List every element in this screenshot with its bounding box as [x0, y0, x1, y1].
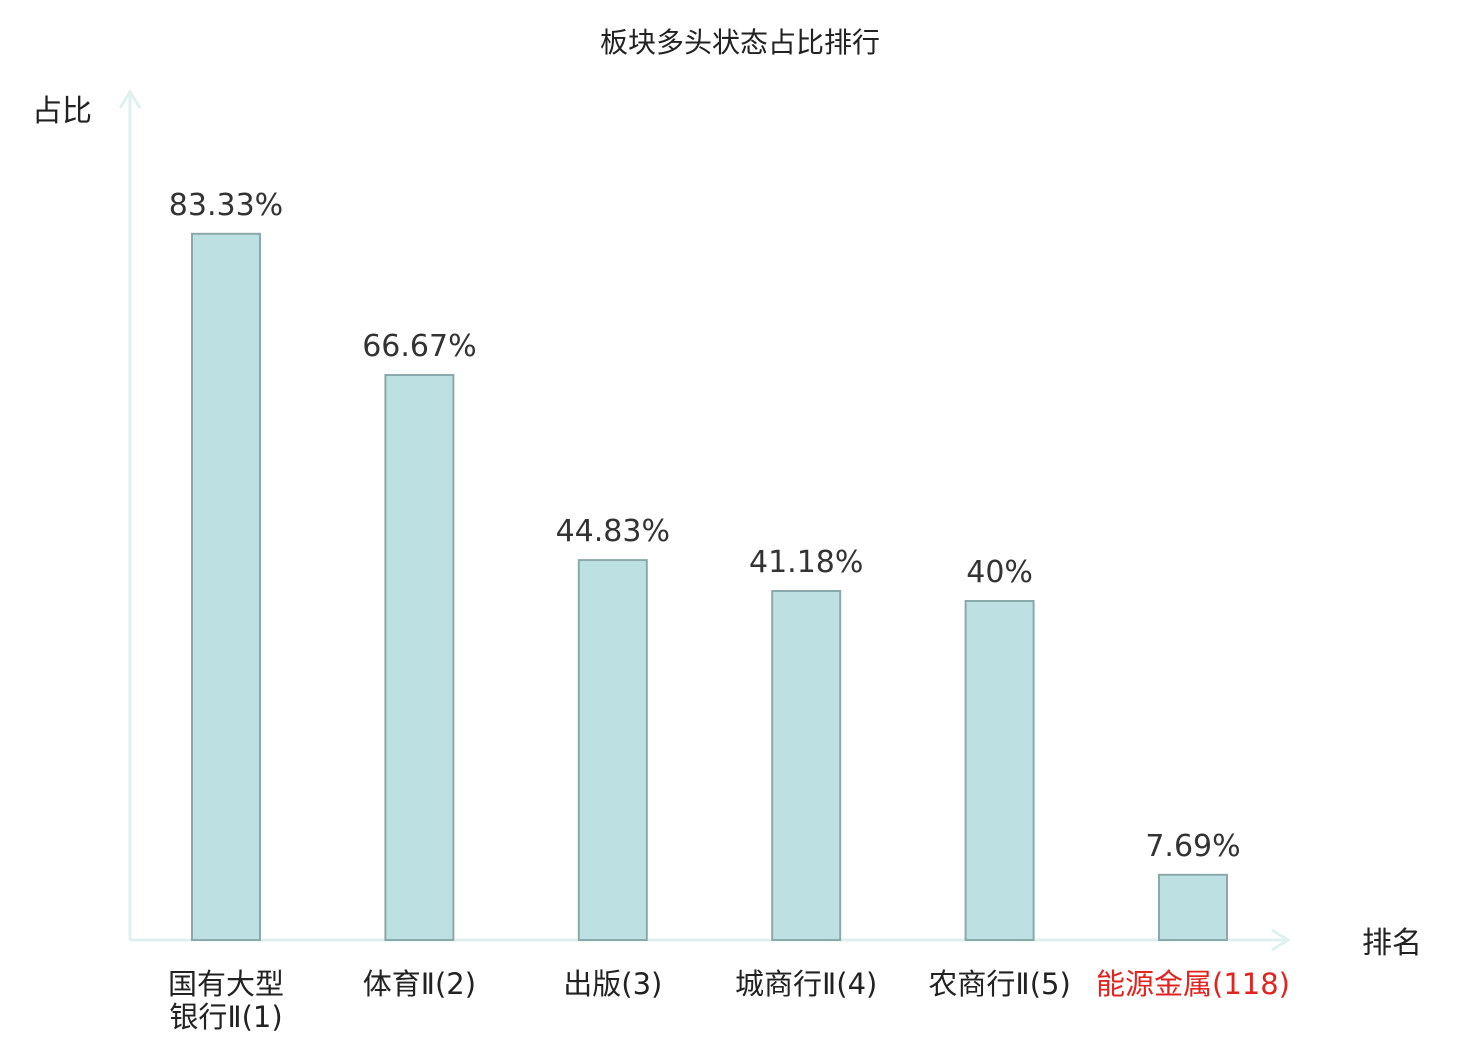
tick-label-line: 出版(3) — [563, 967, 662, 1001]
bar-2 — [384, 374, 455, 941]
x-tick-label-4: 城商行Ⅱ(4) — [735, 967, 877, 1001]
bars-group — [191, 232, 1228, 942]
bar-3 — [577, 559, 648, 941]
value-label-2: 66.67% — [362, 329, 476, 364]
bar-5 — [964, 600, 1035, 941]
x-axis-arrow-icon — [1271, 928, 1291, 952]
x-tick-label-5: 农商行Ⅱ(5) — [928, 967, 1070, 1001]
tick-label-rank: (118) — [1212, 967, 1290, 1001]
x-tick-label-1: 国有大型银行Ⅱ(1) — [168, 967, 284, 1034]
y-axis-arrow-icon — [118, 89, 142, 109]
bar-6 — [1158, 873, 1228, 941]
y-axis-label: 占比 — [32, 94, 92, 129]
tick-label-line: 农商行Ⅱ(5) — [928, 967, 1070, 1001]
x-tick-label-2: 体育Ⅱ(2) — [363, 967, 476, 1001]
x-tick-label-3: 出版(3) — [563, 967, 662, 1001]
value-labels-group: 83.33% 66.67% 44.83% 41.18% 40% 7.69% — [169, 188, 1241, 864]
value-label-1: 83.33% — [169, 188, 283, 223]
value-label-3: 44.83% — [556, 514, 670, 549]
bar-4 — [771, 590, 842, 941]
tick-label-rank: (5) — [1030, 967, 1071, 1001]
chart-title: 板块多头状态占比排行 — [600, 26, 880, 59]
x-axis-label: 排名 — [1362, 926, 1422, 961]
tick-label-line: 体育Ⅱ(2) — [363, 967, 476, 1001]
tick-label-line: 国有大型 — [168, 967, 284, 1001]
tick-label-line: 银行Ⅱ(1) — [169, 1000, 282, 1034]
tick-label-rank: (3) — [621, 967, 662, 1001]
x-tick-labels-group: 国有大型银行Ⅱ(1) 体育Ⅱ(2) 出版(3) 城商行Ⅱ(4) 农商行Ⅱ(5) 能源金属(… — [168, 967, 1290, 1034]
x-tick-label-6: 能源金属(118) — [1096, 967, 1290, 1001]
tick-label-rank: (1) — [242, 1000, 283, 1034]
tick-label-rank: (2) — [435, 967, 476, 1001]
tick-label-line: 能源金属(118) — [1096, 967, 1290, 1001]
tick-label-line: 城商行Ⅱ(4) — [735, 967, 877, 1001]
value-label-4: 41.18% — [749, 545, 863, 580]
tick-label-rank: (4) — [836, 967, 877, 1001]
value-label-6: 7.69% — [1145, 829, 1240, 864]
value-label-5: 40% — [966, 555, 1033, 590]
axes — [118, 89, 1291, 952]
bar-1 — [191, 232, 261, 942]
